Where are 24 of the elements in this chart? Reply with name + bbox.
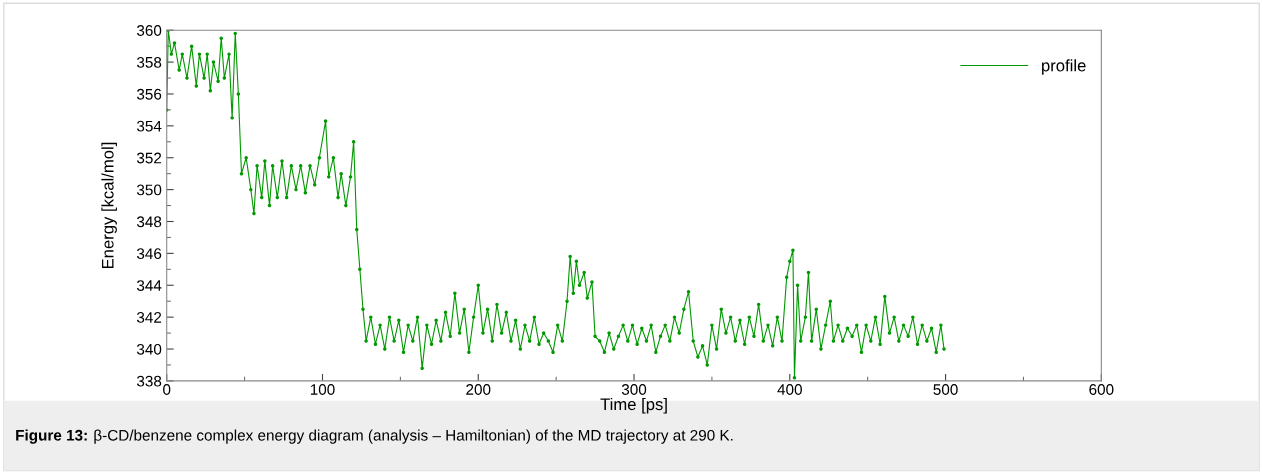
legend-label: profile <box>1042 59 1086 75</box>
y-axis-title: Energy [kcal/mol] <box>101 142 117 269</box>
y-tick-label: 338 <box>136 375 162 387</box>
y-tick-label: 346 <box>136 248 162 260</box>
caption: Figure 13: <box>16 429 87 444</box>
x-tick-label: 600 <box>1089 384 1114 395</box>
x-tick-label: 300 <box>621 384 647 395</box>
y-tick-label: 342 <box>136 312 162 323</box>
y-tick-label: 358 <box>136 56 162 68</box>
y-tick-label: 340 <box>136 343 162 355</box>
y-tick-label: 350 <box>136 184 162 196</box>
y-tick-label: 360 <box>136 25 162 36</box>
y-tick-label: 352 <box>136 152 162 164</box>
y-tick-label: 356 <box>136 88 162 100</box>
x-tick-label: 100 <box>310 384 335 395</box>
y-tick-label: 344 <box>136 280 162 291</box>
x-tick-label: 0 <box>163 384 171 395</box>
x-tick-label: 400 <box>777 384 802 395</box>
y-tick-label: 348 <box>136 216 162 228</box>
text: β-CD/benzene complex energy diagram (analysis – Hamiltonian) of the MD trajectory at 290 K. <box>94 429 733 444</box>
y-tick-label: 354 <box>136 120 162 132</box>
x-tick-label: 200 <box>466 384 491 395</box>
x-axis-title: Time [ps] <box>600 397 667 414</box>
x-tick-label: 500 <box>933 384 958 395</box>
